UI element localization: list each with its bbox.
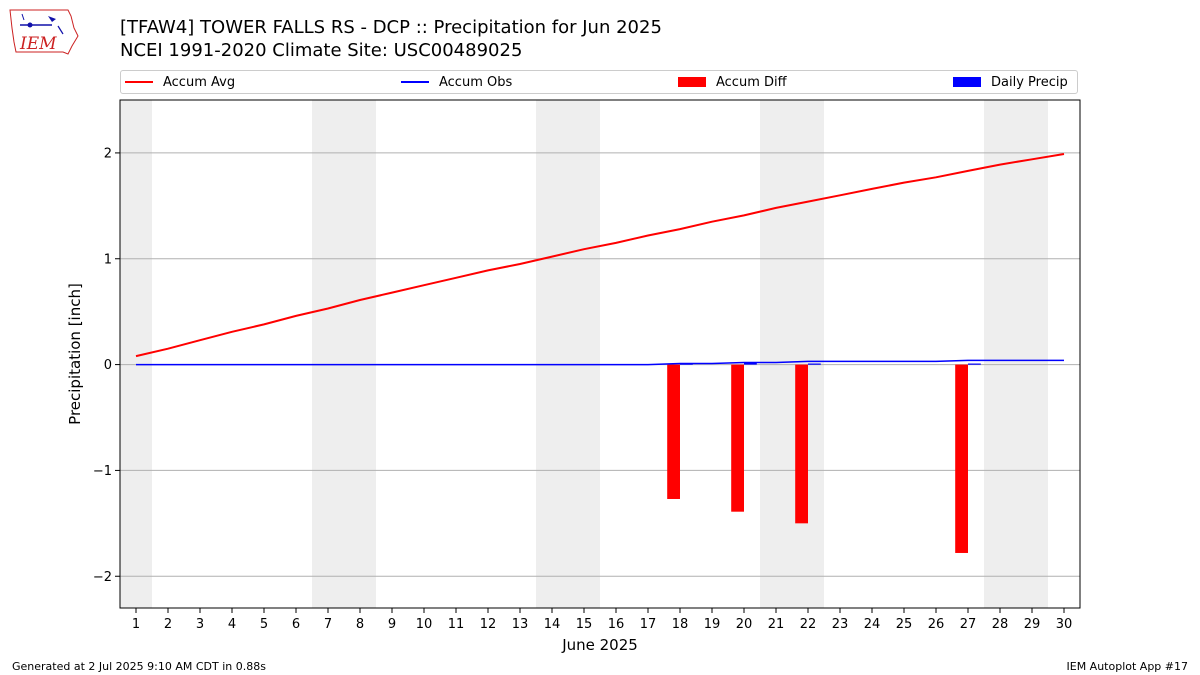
weekend-band-day-28 — [984, 100, 1016, 608]
iem-logo: IEM — [9, 9, 79, 55]
accum-diff-bar-day-22 — [795, 364, 808, 524]
x-tick-label-1: 1 — [132, 617, 140, 632]
iowa-state-outline — [9, 9, 79, 55]
x-tick-label-16: 16 — [608, 617, 625, 632]
x-tick-label-13: 13 — [512, 617, 529, 632]
legend-swatch-daily-precip — [953, 77, 981, 87]
x-tick-label-26: 26 — [928, 617, 945, 632]
logo-text: IEM — [19, 34, 57, 54]
accum-avg-line — [135, 153, 1065, 358]
x-tick-label-7: 7 — [324, 617, 332, 632]
x-tick-label-11: 11 — [448, 617, 465, 632]
footer-app: IEM Autoplot App #17 — [1066, 660, 1189, 673]
legend-label-daily-precip: Daily Precip — [991, 74, 1068, 90]
x-tick-label-20: 20 — [736, 617, 753, 632]
legend-item-accum-avg: Accum Avg — [125, 71, 235, 93]
legend-swatch-accum-diff — [678, 77, 706, 87]
x-tick-label-29: 29 — [1024, 617, 1041, 632]
x-tick-label-10: 10 — [416, 617, 433, 632]
legend: Accum Avg Accum Obs Accum Diff Daily Pre… — [120, 70, 1078, 94]
legend-swatch-accum-avg — [125, 81, 153, 83]
x-tick-label-22: 22 — [800, 617, 817, 632]
daily-precip-bar-day-27 — [968, 363, 981, 365]
x-tick-label-25: 25 — [896, 617, 913, 632]
y-tick-label-3: 1 — [104, 252, 112, 267]
weekend-band-day-29 — [1016, 100, 1048, 608]
weekend-band-day-7 — [312, 100, 344, 608]
footer-generated: Generated at 2 Jul 2025 9:10 AM CDT in 0… — [12, 660, 266, 673]
x-tick-label-28: 28 — [992, 617, 1009, 632]
y-tick-label-2: 0 — [104, 358, 112, 373]
accum-diff-bar-day-27 — [955, 364, 968, 553]
x-tick-label-30: 30 — [1056, 617, 1073, 632]
legend-item-daily-precip: Daily Precip — [953, 71, 1068, 93]
legend-label-accum-avg: Accum Avg — [163, 74, 236, 90]
x-tick-label-4: 4 — [228, 617, 236, 632]
x-tick-label-14: 14 — [544, 617, 561, 632]
x-tick-label-23: 23 — [832, 617, 849, 632]
accum-obs-line — [136, 359, 1064, 366]
legend-label-accum-diff: Accum Diff — [716, 74, 787, 90]
y-tick-label-1: −1 — [93, 464, 112, 479]
legend-item-accum-diff: Accum Diff — [678, 71, 787, 93]
x-tick-label-21: 21 — [768, 617, 785, 632]
x-tick-label-19: 19 — [704, 617, 721, 632]
weekend-band-day-8 — [344, 100, 376, 608]
x-tick-label-24: 24 — [864, 617, 881, 632]
y-tick-label-0: −2 — [93, 570, 112, 585]
legend-label-accum-obs: Accum Obs — [439, 74, 513, 90]
accum-diff-bar-day-18 — [667, 364, 680, 499]
x-tick-label-17: 17 — [640, 617, 657, 632]
legend-swatch-accum-obs — [401, 81, 429, 83]
weekend-band-day-21 — [760, 100, 792, 608]
weekend-band-day-14 — [536, 100, 568, 608]
plot-frame — [119, 99, 1081, 609]
weekend-band-day-22 — [792, 100, 824, 608]
x-tick-label-3: 3 — [196, 617, 204, 632]
chart-subtitle: NCEI 1991-2020 Climate Site: USC00489025 — [120, 40, 523, 61]
weekend-band-day-15 — [568, 100, 600, 608]
x-axis-label: June 2025 — [561, 636, 638, 654]
legend-item-accum-obs: Accum Obs — [401, 71, 512, 93]
x-tick-label-15: 15 — [576, 617, 593, 632]
chart-title: [TFAW4] TOWER FALLS RS - DCP :: Precipit… — [120, 17, 662, 38]
accum-diff-bar-day-20 — [731, 364, 744, 512]
x-tick-label-18: 18 — [672, 617, 689, 632]
y-axis-label: Precipitation [inch] — [66, 283, 84, 425]
x-tick-label-8: 8 — [356, 617, 364, 632]
daily-precip-bar-day-20 — [744, 362, 757, 365]
x-tick-label-27: 27 — [960, 617, 977, 632]
y-tick-label-4: 2 — [104, 146, 112, 161]
x-tick-label-6: 6 — [292, 617, 300, 632]
x-tick-label-5: 5 — [260, 617, 268, 632]
daily-precip-bar-day-22 — [808, 363, 821, 365]
x-tick-label-12: 12 — [480, 617, 497, 632]
x-tick-label-2: 2 — [164, 617, 172, 632]
x-tick-label-9: 9 — [388, 617, 396, 632]
